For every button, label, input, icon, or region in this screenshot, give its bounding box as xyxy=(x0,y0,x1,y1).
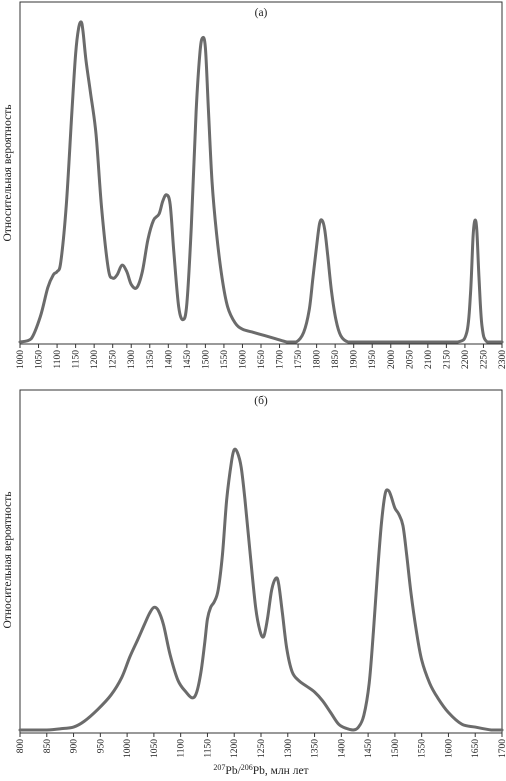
x-tick-label-a-1500: 1500 xyxy=(201,350,211,369)
x-tick-label-b-800: 800 xyxy=(16,739,26,754)
x-axis-label-pb2: Pb, млн лет xyxy=(253,765,309,777)
x-tick-label-a-2150: 2150 xyxy=(442,350,452,369)
x-tick-label-a-2300: 2300 xyxy=(498,350,506,369)
x-tick-label-a-1350: 1350 xyxy=(146,350,156,369)
x-tick-label-a-1900: 1900 xyxy=(350,350,360,369)
x-tick-label-a-1750: 1750 xyxy=(294,350,304,369)
x-tick-label-b-1200: 1200 xyxy=(230,739,240,758)
x-tick-label-a-1450: 1450 xyxy=(183,350,193,369)
x-tick-label-a-1600: 1600 xyxy=(238,350,248,369)
density-curve-b xyxy=(18,447,504,732)
x-tick-label-b-1500: 1500 xyxy=(391,739,401,758)
x-tick-label-a-1300: 1300 xyxy=(127,350,137,369)
x-tick-label-b-1150: 1150 xyxy=(203,739,213,758)
x-tick-label-a-1850: 1850 xyxy=(331,350,341,369)
x-tick-label-a-1650: 1650 xyxy=(257,350,267,369)
x-tick-label-b-1300: 1300 xyxy=(284,739,294,758)
x-tick-label-a-1200: 1200 xyxy=(90,350,100,369)
x-tick-label-b-1550: 1550 xyxy=(418,739,428,758)
x-tick-label-a-1250: 1250 xyxy=(109,350,119,369)
chart-panel-b: (б) Относительная вероятность 800 850 900 9… xyxy=(2,389,506,758)
x-tick-label-a-1400: 1400 xyxy=(164,350,174,369)
x-tick-label-a-1150: 1150 xyxy=(72,350,82,369)
x-tick-label-a-1800: 1800 xyxy=(313,350,323,369)
panel-label-a: (а) xyxy=(255,7,268,19)
x-tick-label-a-1700: 1700 xyxy=(276,350,286,369)
x-tick-label-a-1950: 1950 xyxy=(368,350,378,369)
x-tick-label-b-1700: 1700 xyxy=(498,739,506,758)
x-tick-label-b-950: 950 xyxy=(96,739,106,754)
x-tick-label-b-1450: 1450 xyxy=(364,739,374,758)
x-tick-label-b-850: 850 xyxy=(43,739,53,754)
x-tick-label-b-1000: 1000 xyxy=(123,739,133,758)
x-axis-label-sup1: 207 xyxy=(213,763,225,772)
y-axis-label-b: Относительная вероятность xyxy=(2,492,14,629)
x-tick-label-a-1050: 1050 xyxy=(35,350,45,369)
x-tick-label-a-1550: 1550 xyxy=(220,350,230,369)
panel-label-b: (б) xyxy=(254,395,268,407)
x-tick-label-b-1400: 1400 xyxy=(337,739,347,758)
density-curve-a xyxy=(18,20,504,344)
x-tick-label-b-1650: 1650 xyxy=(471,739,481,758)
x-axis-label: 207Pb/206Pb, млн лет xyxy=(213,763,308,777)
x-tick-label-a-2200: 2200 xyxy=(461,350,471,369)
x-tick-label-b-1350: 1350 xyxy=(311,739,321,758)
x-axis-ticks-a: 1000 1050 1100 1150 1200 1250 1300 1350 1400 1450… xyxy=(16,344,506,369)
x-tick-label-b-1100: 1100 xyxy=(177,739,187,758)
x-tick-label-a-1000: 1000 xyxy=(16,350,26,369)
plot-frame-a xyxy=(19,1,503,345)
x-tick-label-b-1600: 1600 xyxy=(444,739,454,758)
x-tick-label-b-1250: 1250 xyxy=(257,739,267,758)
x-tick-label-a-2250: 2250 xyxy=(479,350,489,369)
x-axis-label-sup2: 206 xyxy=(241,763,253,772)
x-axis-ticks-b: 800 850 900 950 1000 1050 1100 1150 1200 1250 1300… xyxy=(16,733,506,758)
x-tick-label-b-900: 900 xyxy=(70,739,80,754)
x-tick-label-a-2000: 2000 xyxy=(387,350,397,369)
x-tick-label-a-2050: 2050 xyxy=(405,350,415,369)
chart-panel-a: (а) Относительная вероятность 1000 1050 11… xyxy=(2,1,506,369)
x-tick-label-a-1100: 1100 xyxy=(53,350,63,369)
x-tick-label-a-2100: 2100 xyxy=(424,350,434,369)
x-axis-label-pb1: Pb/ xyxy=(225,765,241,777)
x-tick-label-b-1050: 1050 xyxy=(150,739,160,758)
y-axis-label-a: Относительная вероятность xyxy=(2,105,14,242)
